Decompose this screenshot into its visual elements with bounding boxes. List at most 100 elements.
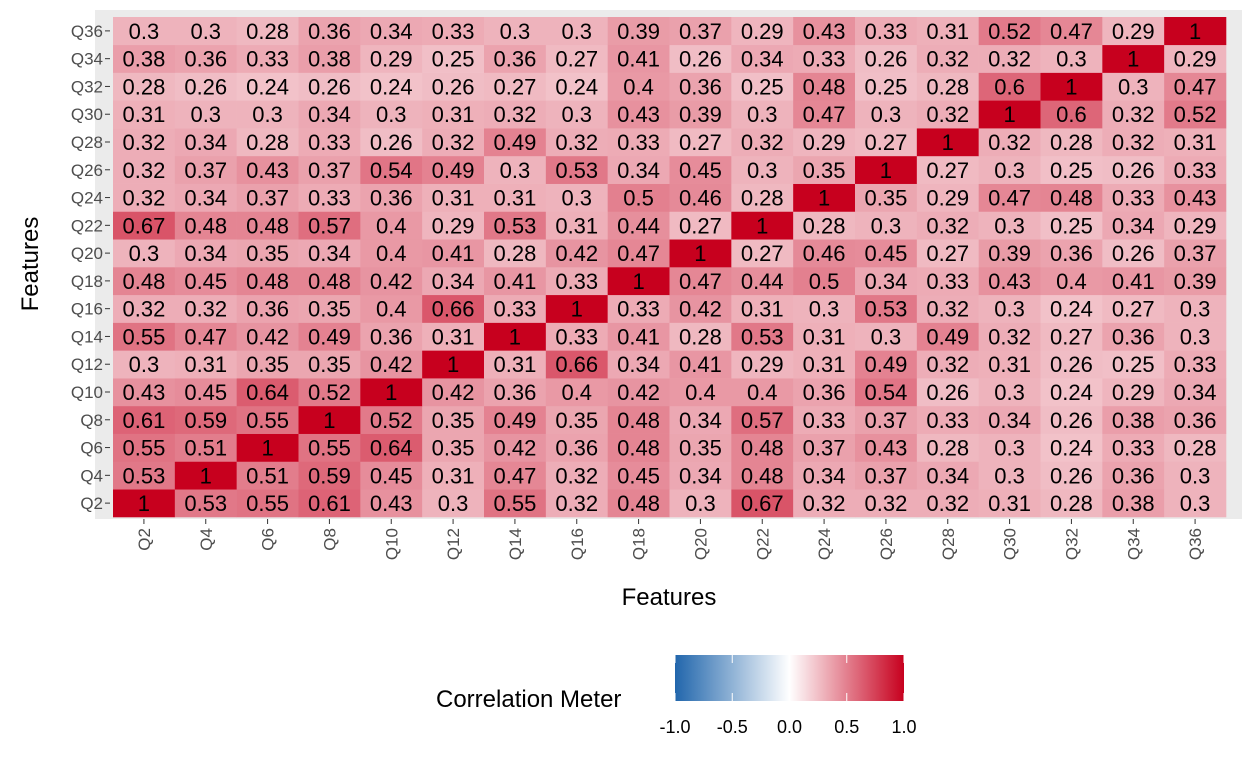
cell-value-label: 0.41: [1112, 269, 1155, 294]
heatmap-cell-Q18-Q26: [855, 267, 918, 296]
cell-value-label: 0.67: [123, 213, 166, 238]
cell-value-label: 1: [1127, 47, 1139, 72]
heatmap-cell-Q28-Q16: [545, 128, 608, 157]
heatmap-cell-Q2-Q22: [731, 489, 794, 518]
cell-value-label: 0.4: [376, 297, 407, 322]
cell-value-label: 0.44: [741, 269, 784, 294]
y-tick-label: Q8: [80, 411, 103, 430]
heatmap-cell-Q10-Q30: [978, 378, 1041, 407]
cell-value-label: 0.45: [184, 269, 227, 294]
cell-value-label: 0.34: [617, 158, 660, 183]
cell-value-label: 0.54: [370, 158, 413, 183]
heatmap-cell-Q24-Q14: [484, 183, 547, 212]
heatmap-cell-Q4-Q32: [1040, 461, 1103, 490]
cell-value-label: 0.38: [123, 47, 166, 72]
y-tick-label: Q2: [80, 494, 103, 513]
cell-value-label: 1: [385, 380, 397, 405]
heatmap-cell-Q8-Q32: [1040, 405, 1103, 434]
cell-value-label: 0.4: [561, 380, 592, 405]
heatmap-cell-Q2-Q12: [422, 489, 485, 518]
cell-value-label: 0.32: [926, 47, 969, 72]
cell-value-label: 0.33: [926, 269, 969, 294]
cell-value-label: 0.28: [679, 324, 722, 349]
heatmap-cell-Q30-Q6: [236, 100, 299, 129]
heatmap-cell-Q34-Q32: [1040, 44, 1103, 73]
heatmap-cell-Q30-Q30: [978, 100, 1041, 129]
cell-value-label: 0.31: [555, 213, 598, 238]
cell-value-label: 0.36: [246, 297, 289, 322]
cell-value-label: 0.36: [308, 19, 351, 44]
cell-value-label: 0.32: [926, 297, 969, 322]
cell-value-label: 0.32: [926, 352, 969, 377]
cell-value-label: 0.53: [865, 297, 908, 322]
y-tick-label: Q6: [80, 439, 103, 458]
cell-value-label: 0.26: [370, 130, 413, 155]
heatmap-cell-Q12-Q36: [1164, 350, 1227, 379]
cell-value-label: 0.29: [926, 186, 969, 211]
cell-value-label: 0.59: [308, 463, 351, 488]
cell-value-label: 0.31: [432, 102, 475, 127]
cell-value-label: 0.31: [803, 352, 846, 377]
cell-value-label: 0.33: [246, 47, 289, 72]
heatmap-cell-Q32-Q18: [607, 72, 670, 101]
heatmap-cell-Q36-Q24: [793, 17, 856, 46]
heatmap-cell-Q20-Q8: [298, 239, 361, 268]
heatmap-cell-Q18-Q28: [916, 267, 979, 296]
heatmap-cell-Q14-Q30: [978, 322, 1041, 351]
cell-value-label: 0.27: [741, 241, 784, 266]
heatmap-cell-Q34-Q6: [236, 44, 299, 73]
x-tick-label: Q10: [382, 528, 401, 560]
cell-value-label: 0.35: [432, 408, 475, 433]
cell-value-label: 0.32: [988, 47, 1031, 72]
y-tick-label: Q28: [71, 133, 103, 152]
cell-value-label: 0.32: [432, 130, 475, 155]
heatmap-cell-Q12-Q26: [855, 350, 918, 379]
heatmap-cell-Q8-Q34: [1102, 405, 1165, 434]
cell-value-label: 0.32: [123, 130, 166, 155]
heatmap-cell-Q10-Q8: [298, 378, 361, 407]
cell-value-label: 0.3: [994, 158, 1025, 183]
heatmap-cell-Q10-Q6: [236, 378, 299, 407]
cell-value-label: 0.34: [1174, 380, 1217, 405]
cell-value-label: 0.34: [803, 463, 846, 488]
x-tick-label: Q34: [1124, 528, 1143, 560]
cell-value-label: 0.51: [246, 463, 289, 488]
heatmap-cell-Q6-Q32: [1040, 433, 1103, 462]
cell-value-label: 0.31: [803, 324, 846, 349]
heatmap-cell-Q8-Q14: [484, 405, 547, 434]
cell-value-label: 0.29: [741, 352, 784, 377]
heatmap-cell-Q16-Q34: [1102, 294, 1165, 323]
cell-value-label: 0.42: [432, 380, 475, 405]
cell-value-label: 0.48: [123, 269, 166, 294]
heatmap-cell-Q16-Q8: [298, 294, 361, 323]
heatmap-cell-Q20-Q22: [731, 239, 794, 268]
heatmap-cell-Q30-Q14: [484, 100, 547, 129]
heatmap-cell-Q12-Q32: [1040, 350, 1103, 379]
heatmap-cell-Q22-Q30: [978, 211, 1041, 240]
heatmap-cell-Q8-Q30: [978, 405, 1041, 434]
cell-value-label: 0.35: [308, 352, 351, 377]
cell-value-label: 0.3: [1180, 297, 1211, 322]
y-axis-title: Features: [17, 217, 44, 312]
cell-value-label: 0.53: [494, 213, 537, 238]
cell-value-label: 0.39: [679, 102, 722, 127]
heatmap-cell-Q8-Q6: [236, 405, 299, 434]
heatmap-cell-Q18-Q12: [422, 267, 485, 296]
cell-value-label: 0.33: [1112, 186, 1155, 211]
heatmap-cell-Q8-Q10: [360, 405, 423, 434]
heatmap-cell-Q12-Q28: [916, 350, 979, 379]
x-axis-title: Features: [622, 584, 717, 611]
heatmap-cell-Q6-Q24: [793, 433, 856, 462]
cell-value-label: 0.3: [994, 380, 1025, 405]
heatmap-cell-Q18-Q4: [174, 267, 237, 296]
heatmap-cell-Q6-Q14: [484, 433, 547, 462]
heatmap-cell-Q8-Q8: [298, 405, 361, 434]
legend-tick-label: -1.0: [659, 717, 690, 737]
heatmap-cell-Q18-Q36: [1164, 267, 1227, 296]
heatmap-cell-Q22-Q22: [731, 211, 794, 240]
cell-value-label: 0.28: [246, 130, 289, 155]
heatmap-cell-Q22-Q14: [484, 211, 547, 240]
cell-value-label: 0.29: [1112, 380, 1155, 405]
cell-value-label: 0.47: [1050, 19, 1093, 44]
